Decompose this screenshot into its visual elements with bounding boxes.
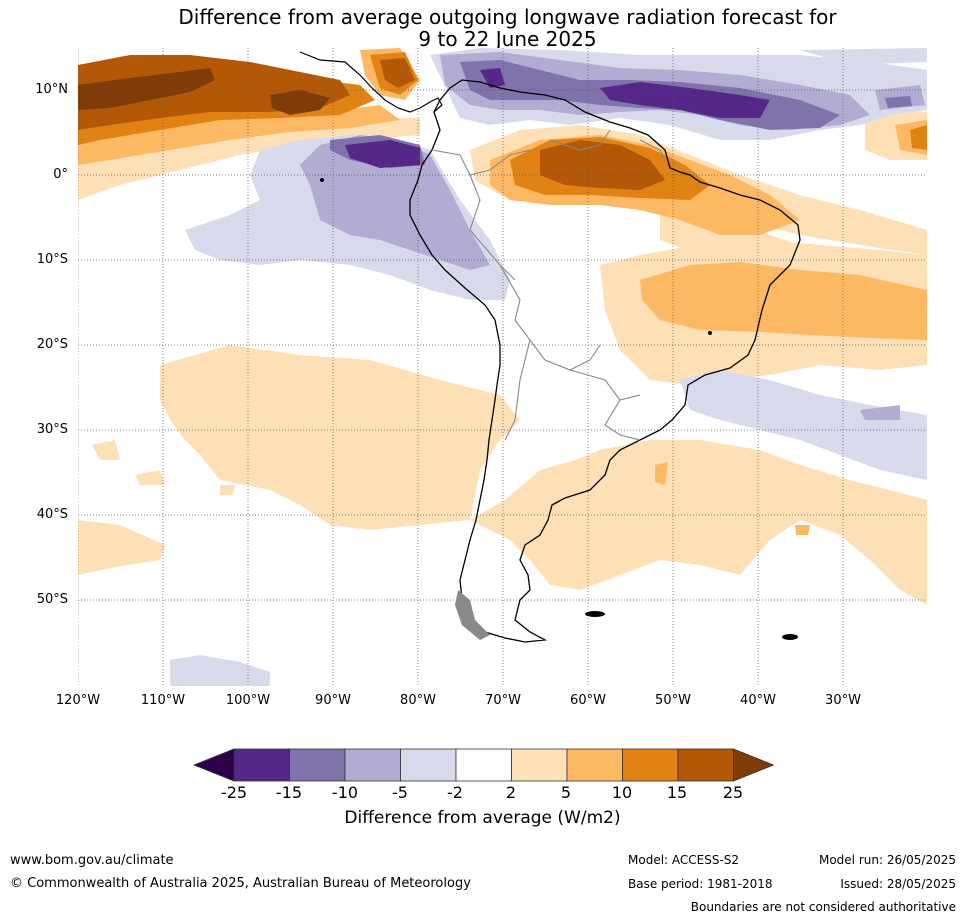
colorbar-tick: 2	[505, 783, 517, 802]
colorbar-tick: -2	[447, 783, 463, 802]
lon-label-90w: 90°W	[315, 693, 351, 708]
colorbar-segment	[289, 748, 346, 782]
lat-label-30s: 30°S	[36, 422, 68, 437]
colorbar-tick: 10	[611, 783, 633, 802]
olr-anomaly-map	[78, 48, 927, 686]
lat-label-50s: 50°S	[36, 592, 68, 607]
lon-label-50w: 50°W	[655, 693, 691, 708]
colorbar-label: Difference from average (W/m2)	[344, 808, 621, 828]
colorbar-tick: -15	[275, 783, 303, 802]
colorbar-tick: -25	[220, 783, 248, 802]
issued-date: Issued: 28/05/2025	[840, 877, 956, 891]
lat-label-0: 0°	[53, 167, 68, 182]
website-link[interactable]: www.bom.gov.au/climate	[10, 853, 174, 868]
anomaly-minus-15-to-minus-25-regions	[345, 68, 770, 168]
base-period: Base period: 1981-2018	[628, 877, 773, 891]
lon-label-120w: 120°W	[55, 693, 101, 708]
colorbar-tick: 15	[666, 783, 688, 802]
lat-label-40s: 40°S	[36, 507, 68, 522]
colorbar-segment	[455, 748, 512, 782]
lon-label-110w: 110°W	[140, 693, 186, 708]
boundaries-disclaimer: Boundaries are not considered authoritat…	[690, 900, 956, 914]
colorbar-segment	[233, 748, 290, 782]
anomaly-15-to-25-regions	[78, 55, 665, 190]
model-run-date: Model run: 26/05/2025	[818, 853, 956, 867]
patagonia-fjords	[455, 590, 490, 640]
map-title-line-2: 9 to 22 June 2025	[418, 27, 597, 51]
map-title-line-1: Difference from average outgoing longwav…	[178, 5, 837, 29]
model-name: Model: ACCESS-S2	[628, 853, 740, 867]
lon-label-70w: 70°W	[485, 693, 521, 708]
lat-label-10n: 10°N	[35, 82, 68, 97]
lat-label-20s: 20°S	[36, 337, 68, 352]
map-gridlines	[78, 48, 927, 686]
colorbar-segment	[566, 748, 623, 782]
colorbar-segment	[622, 748, 679, 782]
colorbar-tick: 25	[722, 783, 744, 802]
lat-label-10s: 10°S	[36, 252, 68, 267]
lon-label-100w: 100°W	[225, 693, 271, 708]
colorbar-tick: -10	[331, 783, 359, 802]
lon-label-30w: 30°W	[825, 693, 861, 708]
colorbar-segment	[400, 748, 457, 782]
anomaly-above-25-regions	[78, 68, 330, 115]
islands	[320, 178, 798, 640]
colorbar-arrow-high	[733, 748, 775, 782]
colorbar-tick: -5	[392, 783, 408, 802]
lon-label-40w: 40°W	[740, 693, 776, 708]
colorbar-segment	[511, 748, 568, 782]
colorbar-segment	[344, 748, 401, 782]
colorbar-segment	[677, 748, 734, 782]
lon-label-80w: 80°W	[400, 693, 436, 708]
lon-label-60w: 60°W	[570, 693, 606, 708]
central-america-coastline	[299, 51, 443, 113]
south-america-coastline	[409, 79, 801, 643]
copyright-text: © Commonwealth of Australia 2025, Austra…	[10, 876, 471, 891]
colorbar-tick: 5	[560, 783, 572, 802]
colorbar-arrow-low	[192, 748, 235, 782]
country-borders	[431, 129, 666, 441]
